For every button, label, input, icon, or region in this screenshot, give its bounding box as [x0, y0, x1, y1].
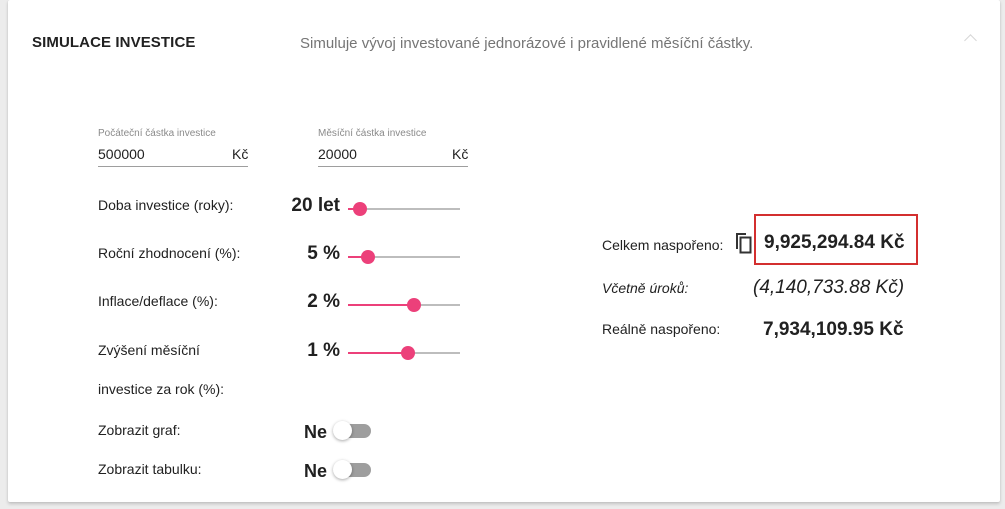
inflation-slider[interactable] — [348, 298, 460, 312]
return-slider-thumb[interactable] — [360, 250, 375, 264]
increase-label-line2: investice za rok (%): — [98, 381, 225, 397]
chevron-up-icon[interactable] — [964, 34, 977, 47]
interest-value: (4,140,733.88 Kč) — [753, 277, 905, 298]
monthly-amount-input[interactable]: 20000 — [318, 146, 357, 162]
return-slider-track — [348, 256, 460, 258]
total-saved-label: Celkem naspořeno: — [602, 237, 724, 253]
inflation-slider-thumb[interactable] — [406, 298, 421, 312]
initial-amount-label: Počáteční částka investice — [98, 128, 216, 139]
graph-toggle-value: Ne — [304, 422, 328, 442]
increase-value: 1 % — [307, 340, 340, 361]
increase-slider-thumb[interactable] — [400, 346, 415, 360]
copy-icon[interactable] — [733, 231, 753, 255]
monthly-amount-label: Měsíční částka investice — [318, 128, 427, 139]
real-saved-value: 7,934,109.95 Kč — [763, 319, 904, 340]
initial-amount-suffix: Kč — [232, 146, 249, 162]
initial-amount-input[interactable]: 500000 — [98, 146, 145, 162]
panel-subtitle: Simuluje vývoj investované jednorázové i… — [300, 35, 754, 52]
real-saved-label: Reálně naspořeno: — [602, 321, 721, 337]
graph-toggle-thumb[interactable] — [333, 421, 352, 440]
return-label: Roční zhodnocení (%): — [98, 245, 241, 261]
inflation-value: 2 % — [307, 291, 340, 312]
years-slider-thumb[interactable] — [352, 202, 367, 216]
simulation-panel: SIMULACE INVESTICE Simuluje vývoj invest… — [8, 0, 1000, 502]
years-value: 20 let — [291, 195, 340, 216]
table-toggle[interactable] — [333, 460, 373, 482]
return-value: 5 % — [307, 243, 340, 264]
total-saved-value: 9,925,294.84 Kč — [764, 232, 905, 253]
table-toggle-value: Ne — [304, 461, 328, 481]
monthly-amount-underline — [318, 166, 468, 167]
table-toggle-label: Zobrazit tabulku: — [98, 461, 202, 477]
table-toggle-thumb[interactable] — [333, 460, 352, 479]
total-highlight-box — [754, 214, 918, 265]
inflation-slider-track — [348, 304, 460, 306]
monthly-amount-suffix: Kč — [452, 146, 469, 162]
graph-toggle[interactable] — [333, 421, 373, 443]
panel-title[interactable]: SIMULACE INVESTICE — [32, 34, 196, 51]
years-slider[interactable] — [348, 202, 460, 216]
inflation-label: Inflace/deflace (%): — [98, 293, 218, 309]
years-label: Doba investice (roky): — [98, 197, 234, 213]
interest-label: Včetně úroků: — [602, 280, 689, 296]
increase-label-line1: Zvýšení měsíční — [98, 342, 200, 358]
increase-slider[interactable] — [348, 346, 460, 360]
graph-toggle-label: Zobrazit graf: — [98, 422, 181, 438]
initial-amount-underline — [98, 166, 248, 167]
return-slider[interactable] — [348, 250, 460, 264]
years-slider-track — [348, 208, 460, 210]
